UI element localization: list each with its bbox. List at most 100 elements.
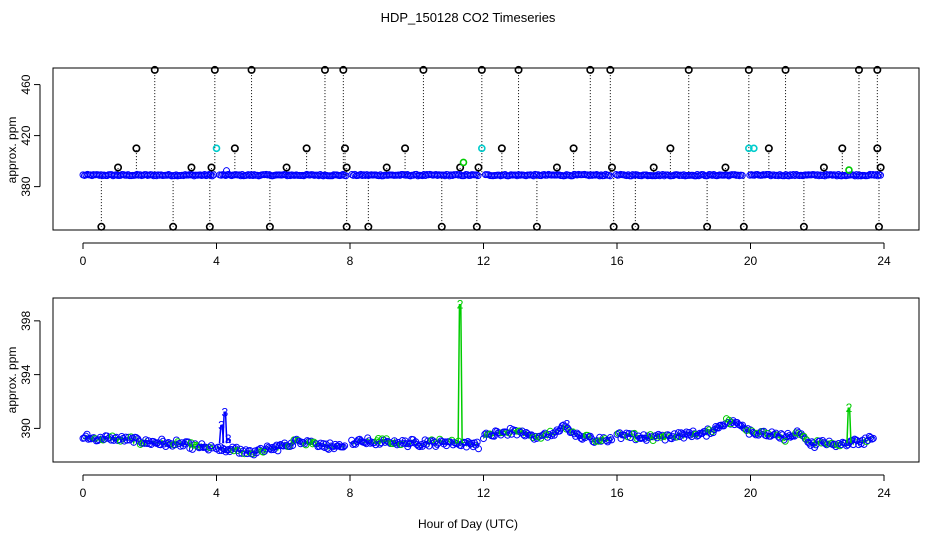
top-x-tick-label: 12 [477,254,491,268]
bottom-x-tick-label: 20 [744,486,758,500]
top-high-spike-point [320,65,329,74]
bottom-series-point [206,443,214,451]
bottom-series-point [752,431,760,439]
top-mid-spike-point [838,144,847,153]
top-low-spike-point [342,222,351,231]
bottom-blue-spike-line [218,424,225,444]
top-mid-spike-point [207,163,216,172]
bottom-series-point [441,438,449,446]
bottom-y-axis-label: approx. ppm [5,347,19,414]
bottom-series-point [751,430,759,438]
top-mid-spike-point [114,163,123,172]
bottom-y-tick-label: 398 [19,311,33,331]
top-high-spike-point [150,65,159,74]
bottom-series-point [196,443,204,451]
bottom-plot-frame [52,297,920,463]
bottom-series-point [176,442,184,450]
bottom-series-point [622,429,630,437]
top-mid-spike-point [302,144,311,153]
top-mid-spike-point [721,163,730,172]
top-baseline-point [873,172,881,180]
top-high-spike-point [873,65,882,74]
top-baseline-point [602,170,610,178]
top-mid-spike-point [401,144,410,153]
bottom-series-point [674,429,682,437]
bottom-series-point [594,437,602,445]
bottom-series-point [426,437,434,445]
bottom-series-point [341,442,349,450]
top-low-spike-point [472,222,481,231]
top-high-spike-point [744,65,753,74]
bottom-series-point [127,433,135,441]
bottom-series-point [319,440,327,448]
top-high-spike-point [586,65,595,74]
bottom-y-tick-label: 394 [19,364,33,384]
bottom-series-point [317,439,325,447]
top-high-spike-point [339,65,348,74]
top-low-spike-point [609,222,618,231]
top-low-spike-point [532,222,541,231]
top-mid-spike-point [474,163,483,172]
bottom-series-point [677,429,685,437]
top-cyan-point [212,144,221,153]
top-mid-spike-point [649,163,658,172]
bottom-x-tick-label: 0 [80,486,87,500]
bottom-series-point [550,431,558,439]
bottom-series-point [208,444,216,452]
bottom-series-point [481,430,489,438]
top-low-spike-point [799,222,808,231]
top-mid-spike-point [764,144,773,153]
top-y-tick-label: 460 [19,74,33,94]
bottom-series-point [339,443,347,451]
top-bump-point [223,167,231,175]
top-baseline-point [872,171,880,179]
top-green-point [459,158,468,167]
top-cyan-point [750,144,758,153]
bottom-x-tick-label: 12 [477,486,491,500]
bottom-series-point [233,443,241,451]
bottom-series-point [480,435,487,443]
top-mid-spike-point [132,144,141,153]
bottom-series-point [656,432,664,440]
top-low-spike-point [739,222,748,231]
top-mid-spike-point [187,163,196,172]
bottom-series-point [474,445,482,453]
top-x-tick-label: 16 [610,254,624,268]
bottom-blue-spike-line [222,411,228,444]
top-mid-spike-point [552,163,561,172]
bottom-series-point [741,425,749,433]
top-mid-spike-point [819,163,828,172]
top-plot-frame [52,67,920,231]
bottom-green-spike-line [846,407,852,444]
bottom-series-point [473,438,481,446]
top-y-tick-label: 380 [19,176,33,196]
top-mid-spike-point [497,144,506,153]
top-mid-spike-point [873,144,882,153]
bottom-series-point [465,439,473,447]
bottom-series-point [792,429,800,437]
bottom-x-tick-label: 4 [213,486,220,500]
top-high-spike-point [210,65,219,74]
top-axes: 0 4 8 12 16 20 24 380 420 460 [19,74,891,268]
bottom-blue-spike-line [225,438,231,444]
top-mid-spike-point [230,144,239,153]
bottom-blue-spike-label: 3 [225,432,232,446]
bottom-series-point [188,445,196,453]
top-mid-spike-point [456,163,465,172]
top-mid-spike-point [340,144,349,153]
top-mid-spike-point [876,163,885,172]
top-x-tick-label: 0 [80,254,87,268]
top-green-point [845,166,853,174]
top-mid-spike-point [342,163,351,172]
top-low-spike-point [265,222,274,231]
bottom-blue-spike-label: 3 [218,419,225,433]
top-mid-spike-point [607,163,616,172]
top-baseline-point [738,171,746,179]
bottom-series-point [640,431,648,439]
bottom-series-point [184,438,192,446]
bottom-series-point [215,446,223,454]
bottom-series-point [785,432,793,440]
top-low-spike-point [874,222,883,231]
bottom-green-spike-label: 2 [457,298,464,312]
